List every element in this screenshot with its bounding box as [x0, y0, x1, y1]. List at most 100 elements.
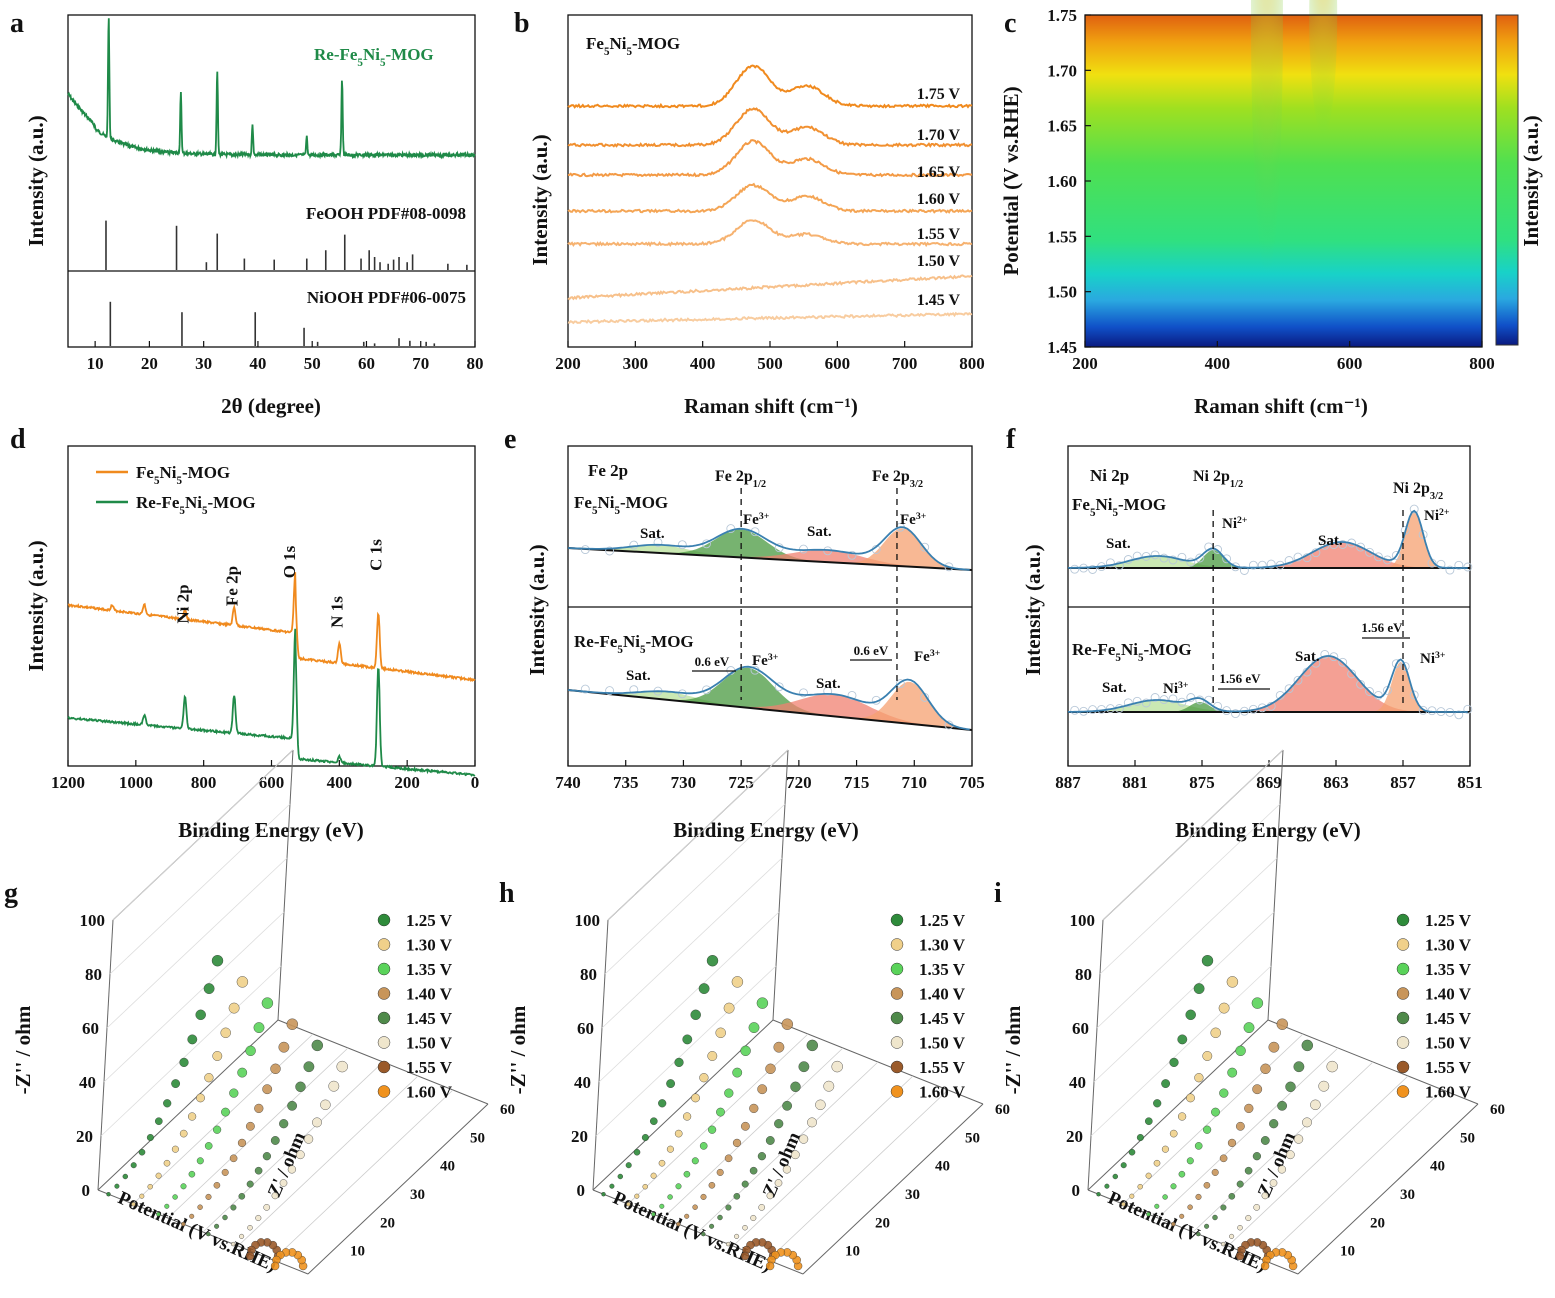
- data-point: [1178, 1170, 1186, 1178]
- depth-tick-label: 60: [500, 1102, 515, 1118]
- depth-tick-label: 20: [380, 1215, 395, 1231]
- y-tick-label: 1.50: [1047, 283, 1077, 302]
- legend-swatch: [377, 1085, 391, 1098]
- z-tick-label: 60: [577, 1019, 594, 1038]
- data-point: [245, 1251, 255, 1261]
- data-point: [1436, 559, 1446, 569]
- data-point: [220, 1027, 231, 1039]
- data-point: [799, 688, 808, 698]
- panel-b-x-tick-label: 400: [690, 354, 716, 373]
- legend-label: 1.30 V: [1425, 936, 1472, 955]
- legend-label: 1.35 V: [406, 960, 453, 979]
- legend-swatch: [890, 938, 904, 951]
- legend-swatch: [890, 987, 904, 1000]
- data-point: [806, 1039, 818, 1052]
- data-point: [1302, 1117, 1312, 1128]
- legend-swatch: [1396, 1011, 1410, 1025]
- data-point: [154, 1117, 163, 1125]
- panel-a-frame: [67, 14, 476, 348]
- depth-tick-label: 50: [965, 1130, 980, 1146]
- data-point: [245, 1045, 256, 1057]
- data-point: [1261, 1192, 1269, 1200]
- data-point: [781, 1018, 793, 1030]
- data-point: [724, 1088, 734, 1098]
- legend-label: 1.40 V: [919, 985, 966, 1004]
- data-point: [1070, 564, 1080, 574]
- peak-annotation: Fe 2p3/2: [872, 468, 923, 490]
- z-tick-label: 60: [1072, 1019, 1089, 1038]
- legend-label: 1.25 V: [919, 911, 966, 930]
- data-point: [1170, 1183, 1177, 1190]
- data-point: [1202, 1125, 1212, 1134]
- depth-tick-label: 60: [1490, 1102, 1505, 1118]
- data-point: [1096, 1191, 1101, 1197]
- data-point: [1123, 698, 1133, 708]
- panel-f-x-tick-label: 857: [1390, 773, 1416, 792]
- legend-label: 1.25 V: [406, 911, 453, 930]
- data-point: [683, 1170, 691, 1178]
- data-point: [658, 1159, 666, 1167]
- panel-a-x-tick-label: 30: [195, 354, 212, 373]
- data-point: [1260, 1136, 1270, 1145]
- depth-axis-title: Z' / ohm: [264, 1129, 310, 1201]
- data-point: [626, 1201, 631, 1207]
- depth-tick-label: 10: [1340, 1244, 1355, 1260]
- data-point: [1186, 557, 1196, 567]
- axis-edge: [592, 919, 609, 1191]
- data-point: [1136, 1133, 1144, 1141]
- legend-label: 1.25 V: [1425, 911, 1472, 930]
- grid-line: [106, 857, 288, 1029]
- data-point: [1105, 558, 1115, 568]
- data-point: [1293, 1134, 1304, 1144]
- data-point: [139, 1193, 145, 1199]
- data-point: [676, 1221, 681, 1227]
- data-point: [304, 1134, 314, 1144]
- data-point: [336, 1060, 348, 1073]
- reference-label: FeOOH PDF#08-0098: [306, 204, 466, 223]
- series-label: 1.45 V: [917, 292, 961, 309]
- data-point: [155, 1172, 162, 1179]
- grid-line: [1090, 965, 1272, 1137]
- reference-label: NiOOH PDF#06-0075: [307, 288, 466, 307]
- data-point: [238, 1193, 246, 1200]
- data-point: [1177, 1034, 1188, 1045]
- data-point: [650, 1172, 657, 1179]
- data-point: [1277, 1100, 1288, 1111]
- data-point: [255, 1214, 262, 1221]
- data-point: [1194, 1142, 1203, 1150]
- data-point: [1284, 556, 1294, 565]
- x-axis-title: Raman shift (cm⁻¹): [1194, 394, 1368, 418]
- legend-label: 1.45 V: [919, 1009, 966, 1028]
- panel-label-i: i: [994, 878, 1002, 909]
- data-point: [222, 1214, 228, 1221]
- data-point: [733, 1193, 741, 1200]
- data-point: [213, 1125, 222, 1134]
- data-point: [172, 1194, 178, 1200]
- data-point: [823, 686, 833, 696]
- data-point: [1243, 1022, 1255, 1033]
- data-point: [1088, 565, 1098, 574]
- sample-label: Fe5Ni5-MOG: [1072, 495, 1166, 519]
- legend-swatch: [1396, 913, 1410, 927]
- data-point: [1196, 1231, 1201, 1237]
- data-point: [1228, 1193, 1236, 1200]
- data-point: [195, 1009, 206, 1020]
- data-point: [1275, 690, 1285, 700]
- data-point: [605, 686, 615, 696]
- data-point: [1185, 1009, 1196, 1020]
- data-point: [253, 1022, 265, 1033]
- peak-annotation: Sat.: [807, 524, 832, 540]
- data-point: [204, 1142, 213, 1150]
- data-point: [1251, 997, 1264, 1009]
- data-point: [271, 1192, 279, 1200]
- sample-label: Fe5Ni5-MOG: [586, 34, 680, 58]
- data-point: [1320, 649, 1330, 659]
- series-label: 1.70 V: [917, 127, 961, 144]
- y-tick-label: 1.60: [1047, 172, 1077, 191]
- z-tick-label: 40: [1069, 1073, 1086, 1092]
- y-tick-label: 1.55: [1047, 227, 1077, 246]
- panel-d-x-tick-label: 1000: [119, 773, 153, 792]
- data-point: [1210, 1027, 1221, 1039]
- data-point: [211, 955, 224, 967]
- y-tick-label: 1.70: [1047, 61, 1077, 80]
